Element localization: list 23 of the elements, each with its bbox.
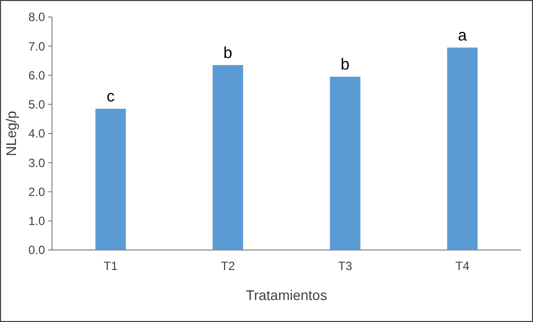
x-tick-label: T3 [338, 259, 352, 273]
y-tick-label: 2.0 [28, 184, 46, 199]
y-tick-label: 1.0 [28, 214, 46, 228]
y-tick-label: 8.0 [28, 10, 46, 24]
x-tick-label: T1 [104, 259, 118, 273]
annotation: b [340, 56, 350, 74]
y-tick-label: 6.0 [28, 68, 46, 82]
y-tick-label: 3.0 [28, 156, 46, 170]
annotation: c [106, 88, 115, 106]
x-tick-label: T4 [455, 259, 470, 273]
y-tick-label: 4.0 [28, 126, 46, 141]
y-tick-label: 5.0 [28, 98, 46, 112]
bar [95, 108, 126, 250]
y-tick-label: 0.0 [28, 243, 46, 258]
x-axis-title: Tratamientos [246, 287, 328, 303]
bar [447, 48, 478, 250]
y-axis-title: NLeg/p [3, 110, 19, 156]
y-tick-label: 7.0 [28, 39, 46, 54]
annotation: a [458, 28, 467, 45]
bar [330, 76, 360, 250]
annotation: b [223, 45, 232, 62]
x-tick-label: T2 [220, 259, 236, 273]
bar [212, 65, 244, 250]
